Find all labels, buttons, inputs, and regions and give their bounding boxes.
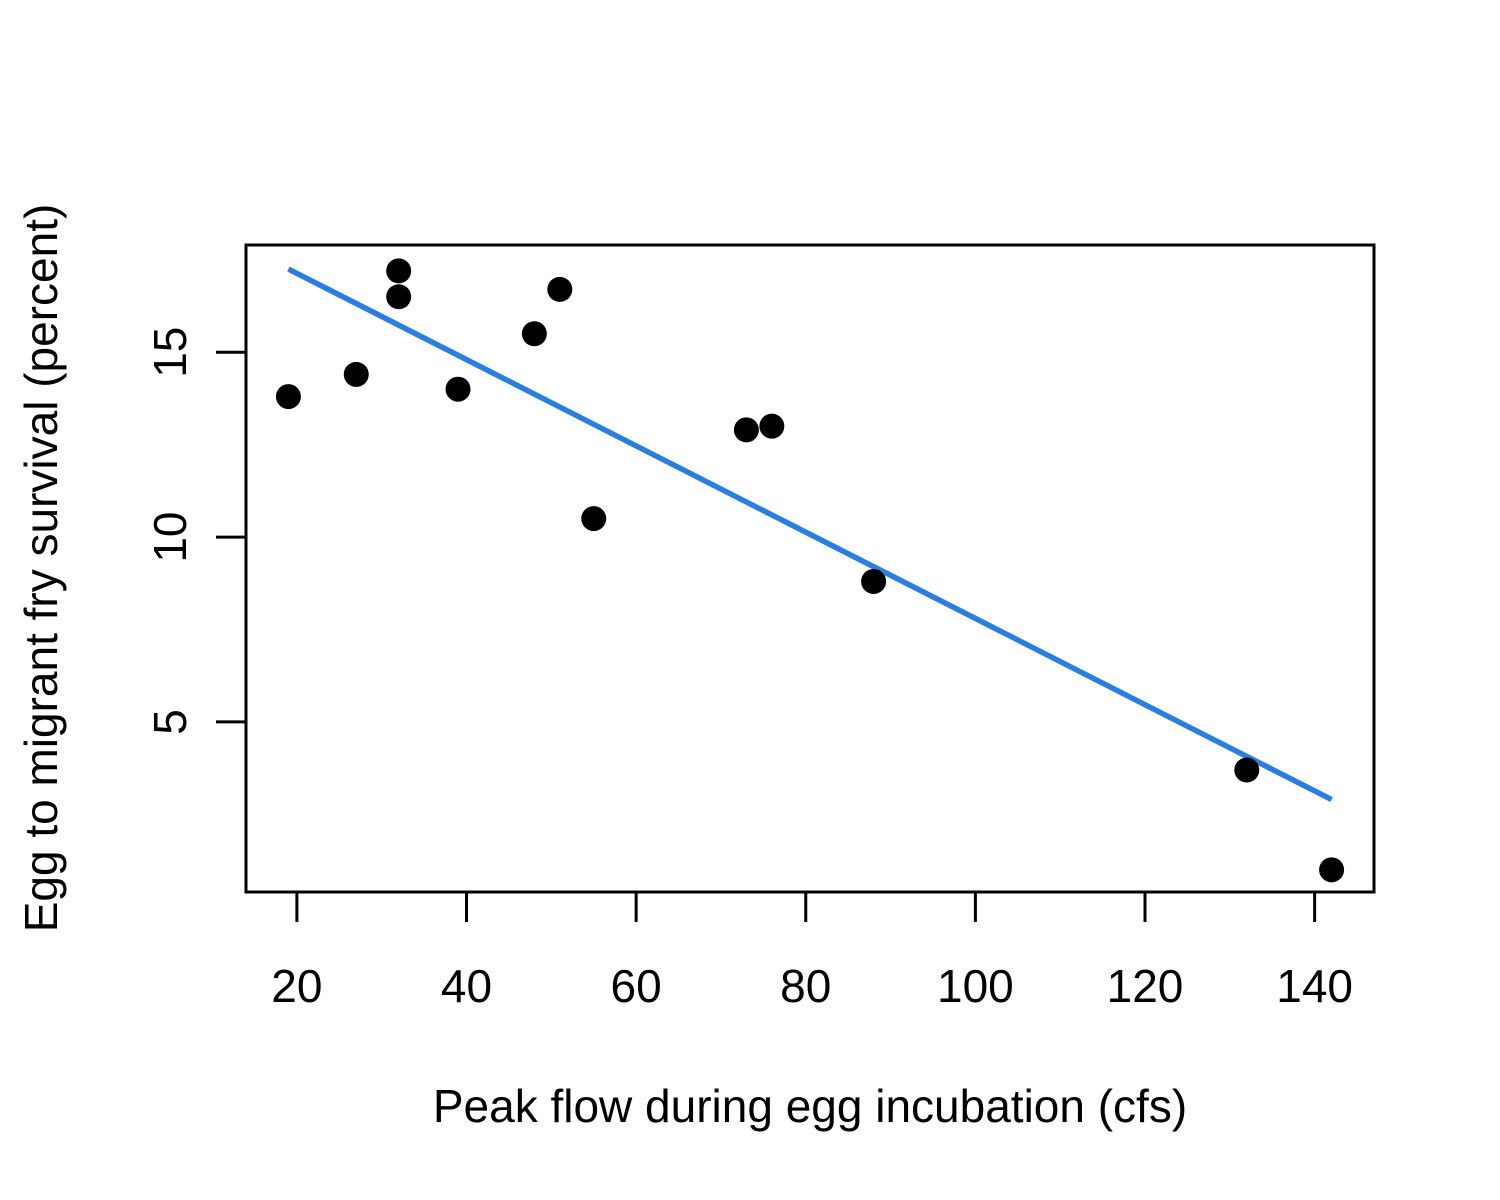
data-point	[275, 384, 301, 410]
x-tick-label: 40	[441, 960, 492, 1012]
y-axis-title: Egg to migrant fry survival (percent)	[15, 204, 67, 933]
x-axis: 20 40 60 80 100 120 140	[271, 890, 1353, 1012]
data-point	[581, 506, 607, 532]
data-point	[445, 376, 471, 402]
data-point	[759, 413, 785, 439]
data-point	[1234, 757, 1260, 783]
data-point	[386, 258, 412, 284]
points-layer	[275, 258, 1345, 883]
plot-frame	[244, 243, 1376, 894]
data-point	[861, 568, 887, 594]
y-tick-label: 10	[144, 511, 196, 562]
x-tick-label: 120	[1107, 960, 1184, 1012]
x-tick-label: 140	[1276, 960, 1353, 1012]
x-tick-label: 60	[611, 960, 662, 1012]
y-axis: 5 10 15	[144, 327, 248, 735]
x-tick-label: 80	[780, 960, 831, 1012]
regression-line	[287, 266, 1333, 803]
fit-line-layer	[287, 266, 1333, 803]
data-point	[733, 417, 759, 443]
x-tick-label: 100	[937, 960, 1014, 1012]
data-point	[521, 321, 547, 347]
x-tick-label: 20	[271, 960, 322, 1012]
data-point	[343, 361, 369, 387]
data-point	[386, 284, 412, 310]
data-point	[1319, 857, 1345, 883]
x-axis-title: Peak flow during egg incubation (cfs)	[433, 1080, 1187, 1132]
y-tick-label: 5	[144, 709, 196, 735]
y-tick-label: 15	[144, 327, 196, 378]
data-point	[547, 276, 573, 302]
